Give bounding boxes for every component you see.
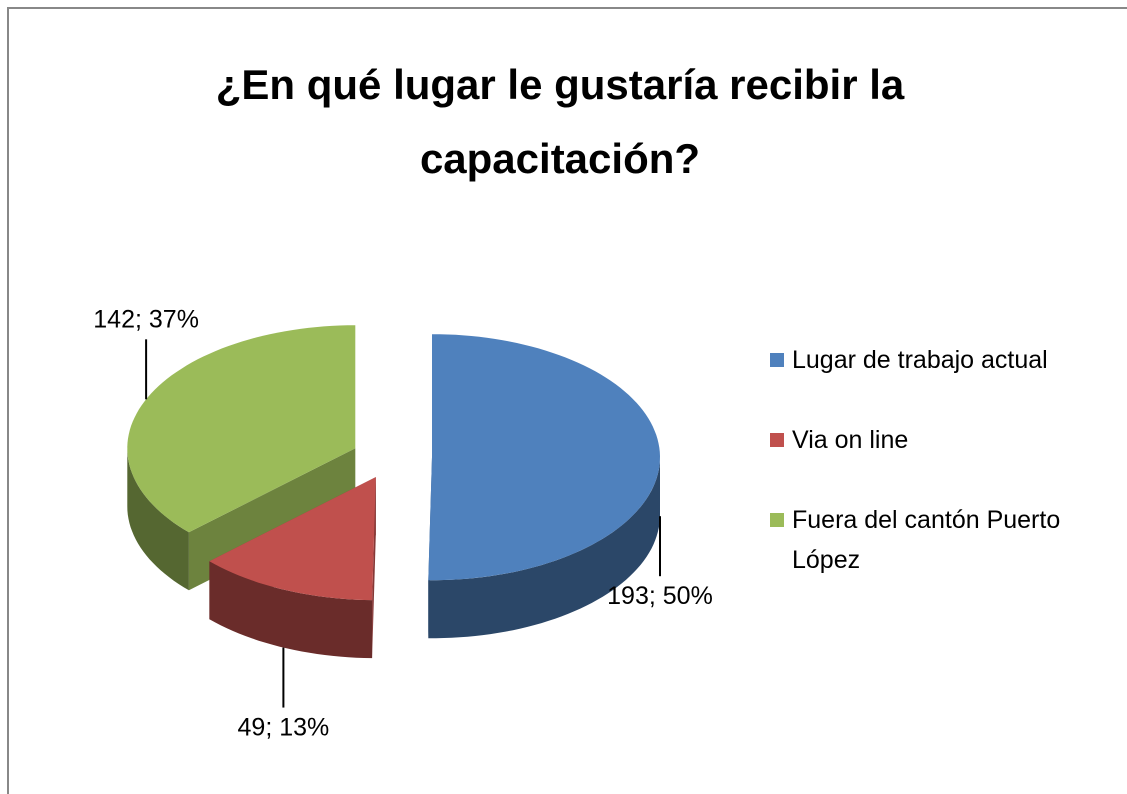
frame bbox=[7, 7, 1127, 794]
data-label: 142; 37% bbox=[93, 305, 199, 333]
legend-entry: Lugar de trabajo actual bbox=[770, 340, 1110, 380]
legend-label: Lugar de trabajo actual bbox=[792, 346, 1048, 374]
slice bbox=[209, 477, 376, 601]
data-label: 193; 50% bbox=[607, 582, 713, 610]
legend: Lugar de trabajo actual Via on line Fuera … bbox=[770, 340, 1110, 620]
slice-wall bbox=[428, 457, 660, 639]
legend-entry: Fuera del cantón Puerto López bbox=[770, 500, 1110, 580]
legend-swatch bbox=[770, 353, 784, 367]
data-label: 49; 13% bbox=[238, 714, 330, 742]
slice bbox=[127, 325, 356, 533]
slice-wall bbox=[209, 561, 373, 659]
chart-title: ¿En qué lugar le gustaría recibir la cap… bbox=[215, 61, 905, 182]
legend-swatch bbox=[770, 513, 784, 527]
slice-wall bbox=[127, 448, 189, 591]
legend-swatch bbox=[770, 433, 784, 447]
legend-label: Via on line bbox=[792, 426, 909, 454]
legend-label: Fuera del cantón Puerto López bbox=[792, 506, 1061, 574]
legend-entry: Via on line bbox=[770, 420, 1110, 460]
slice bbox=[428, 334, 660, 581]
